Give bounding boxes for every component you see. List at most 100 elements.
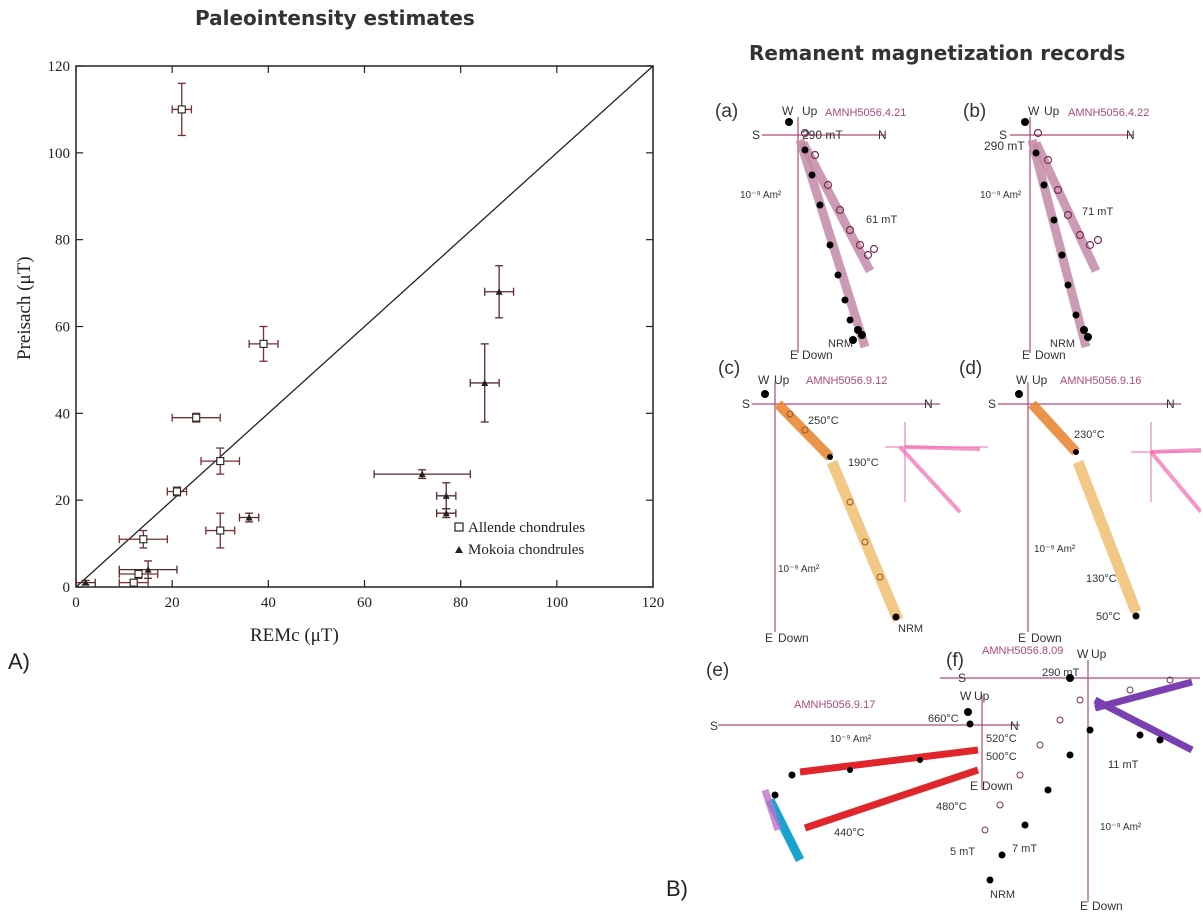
- right-panel-title: Remanent magnetization records: [749, 41, 1126, 65]
- filled-points-b: [1021, 118, 1092, 341]
- fit-arrow-violet-upper-f: [1094, 678, 1193, 712]
- label-w: W: [782, 104, 794, 118]
- step-label-440c: 440°C: [834, 827, 865, 839]
- step-label-290mt: 290 mT: [802, 128, 843, 142]
- x-tick-label: 80: [453, 595, 468, 611]
- scale-label-e: 10⁻⁹ Am²: [830, 734, 872, 745]
- filled-points-e: [771, 708, 974, 799]
- legend-label-mokoia: Mokoia chondrules: [468, 542, 584, 558]
- zijderveld-panel-b: (b) W Up AMNH5056.4.22 S N E Down 290 mT…: [963, 101, 1149, 362]
- data-point-mokoia: [418, 470, 426, 478]
- label-s: S: [710, 719, 718, 733]
- step-label-5mt: 5 mT: [950, 846, 975, 858]
- data-point-allende: [177, 105, 186, 114]
- filled-points-a: [785, 118, 866, 344]
- data-point-mokoia: [481, 379, 489, 386]
- data-point-allende: [216, 526, 225, 535]
- left-panel-title: Paleointensity estimates: [195, 6, 475, 30]
- y-tick-label: 0: [63, 580, 71, 596]
- step-label-230c: 230°C: [1074, 429, 1105, 441]
- legend-marker-mokoia: [455, 546, 463, 553]
- label-e: E: [765, 631, 773, 645]
- sample-id-f: AMNH5056.8.09: [982, 645, 1063, 657]
- scale-label-d: 10⁻⁹ Am²: [1034, 544, 1076, 555]
- axes-b: [1010, 117, 1133, 353]
- x-tick-label: 60: [357, 595, 372, 611]
- label-up: Up: [1091, 647, 1107, 661]
- step-label-500c: 500°C: [986, 751, 1017, 763]
- data-point-allende: [192, 413, 201, 422]
- paleointensity-chart: 0 20 40 60 80 100 120 0 20 40 60 80 100 120 Allende c…: [14, 59, 665, 646]
- y-tick-label: 40: [55, 406, 70, 422]
- label-w: W: [1016, 373, 1028, 387]
- x-tick-label: 120: [642, 595, 665, 611]
- label-down: Down: [1035, 348, 1066, 362]
- legend-label-allende: Allende chondrules: [468, 520, 585, 536]
- fit-arrow-violet-e: [761, 788, 782, 832]
- panel-letter-e: (e): [706, 660, 729, 681]
- label-up: Up: [974, 689, 990, 703]
- y-tick-label: 20: [55, 493, 70, 509]
- legend-marker-allende: [454, 522, 464, 532]
- sample-id-b: AMNH5056.4.22: [1068, 107, 1149, 119]
- fit-arrow-high-d: [1072, 460, 1142, 614]
- label-n: N: [878, 128, 887, 142]
- data-point-mokoia: [82, 579, 90, 586]
- sample-id-c: AMNH5056.9.12: [806, 375, 887, 387]
- label-down: Down: [1031, 631, 1062, 645]
- panel-letter-c: (c): [718, 358, 740, 379]
- label-w: W: [960, 689, 972, 703]
- step-label-190c: 190°C: [848, 457, 879, 469]
- filled-points-f: [986, 674, 1164, 884]
- step-label-11mt: 11 mT: [1108, 759, 1139, 771]
- label-up: Up: [774, 373, 790, 387]
- label-s: S: [958, 671, 966, 685]
- data-point-allende: [134, 569, 143, 579]
- label-s: S: [752, 128, 760, 142]
- step-label-7mt: 7 mT: [1012, 843, 1037, 855]
- step-label-130c: 130°C: [1086, 573, 1117, 585]
- label-down: Down: [982, 779, 1013, 793]
- fit-arrow-red-upper-e: [799, 746, 979, 776]
- label-nrm: NRM: [898, 623, 923, 635]
- step-label-50c: 50°C: [1096, 611, 1121, 623]
- label-n: N: [1010, 719, 1019, 733]
- axes-a: [762, 117, 885, 353]
- label-nrm: NRM: [1050, 338, 1075, 350]
- fit-arrow-violet-lower-f: [1093, 696, 1194, 754]
- x-tick-label: 0: [72, 595, 80, 611]
- sample-id-e: AMNH5056.9.17: [794, 699, 875, 711]
- fit-arrow-red-lower-e: [803, 766, 980, 832]
- sample-id-a: AMNH5056.4.21: [825, 107, 906, 119]
- zijderveld-panel-f: (f) W Up S E Down AMNH5056.8.09 290 mT 1…: [940, 645, 1200, 910]
- scale-label-a: 10⁻⁹ Am²: [740, 190, 782, 201]
- open-points-f: [981, 676, 1174, 834]
- step-label-520c: 520°C: [986, 733, 1017, 745]
- inset-plot-c: [885, 422, 988, 514]
- y-tick-label: 80: [55, 233, 70, 249]
- label-s: S: [999, 128, 1007, 142]
- x-tick-label: 100: [546, 595, 569, 611]
- data-point-mokoia: [245, 514, 253, 521]
- panel-letter-d: (d): [959, 358, 982, 379]
- open-points-c: [786, 410, 884, 581]
- panel-letter-a: (a): [715, 101, 738, 122]
- filled-points-c: [761, 390, 900, 621]
- label-nrm: NRM: [828, 338, 853, 350]
- label-e: E: [970, 779, 978, 793]
- fit-arrow-high-c: [826, 459, 904, 623]
- label-w: W: [758, 373, 770, 387]
- step-label-290mt: 290 mT: [984, 139, 1025, 153]
- open-points-b: [1033, 128, 1103, 250]
- label-n: N: [1126, 128, 1135, 142]
- x-tick-label: 40: [261, 595, 276, 611]
- data-point-mokoia: [144, 566, 152, 573]
- step-label-71mt: 71 mT: [1082, 206, 1113, 218]
- axes-d: [998, 382, 1181, 632]
- scale-label-f: 10⁻⁹ Am²: [1100, 822, 1142, 833]
- label-down: Down: [802, 348, 833, 362]
- fit-arrow-low-d: [1028, 400, 1080, 456]
- zijderveld-panel-a: (a) W Up AMNH5056.4.21 S N E Down 290 mT…: [715, 101, 906, 362]
- filled-points-d: [1015, 390, 1140, 620]
- label-up: Up: [1032, 373, 1048, 387]
